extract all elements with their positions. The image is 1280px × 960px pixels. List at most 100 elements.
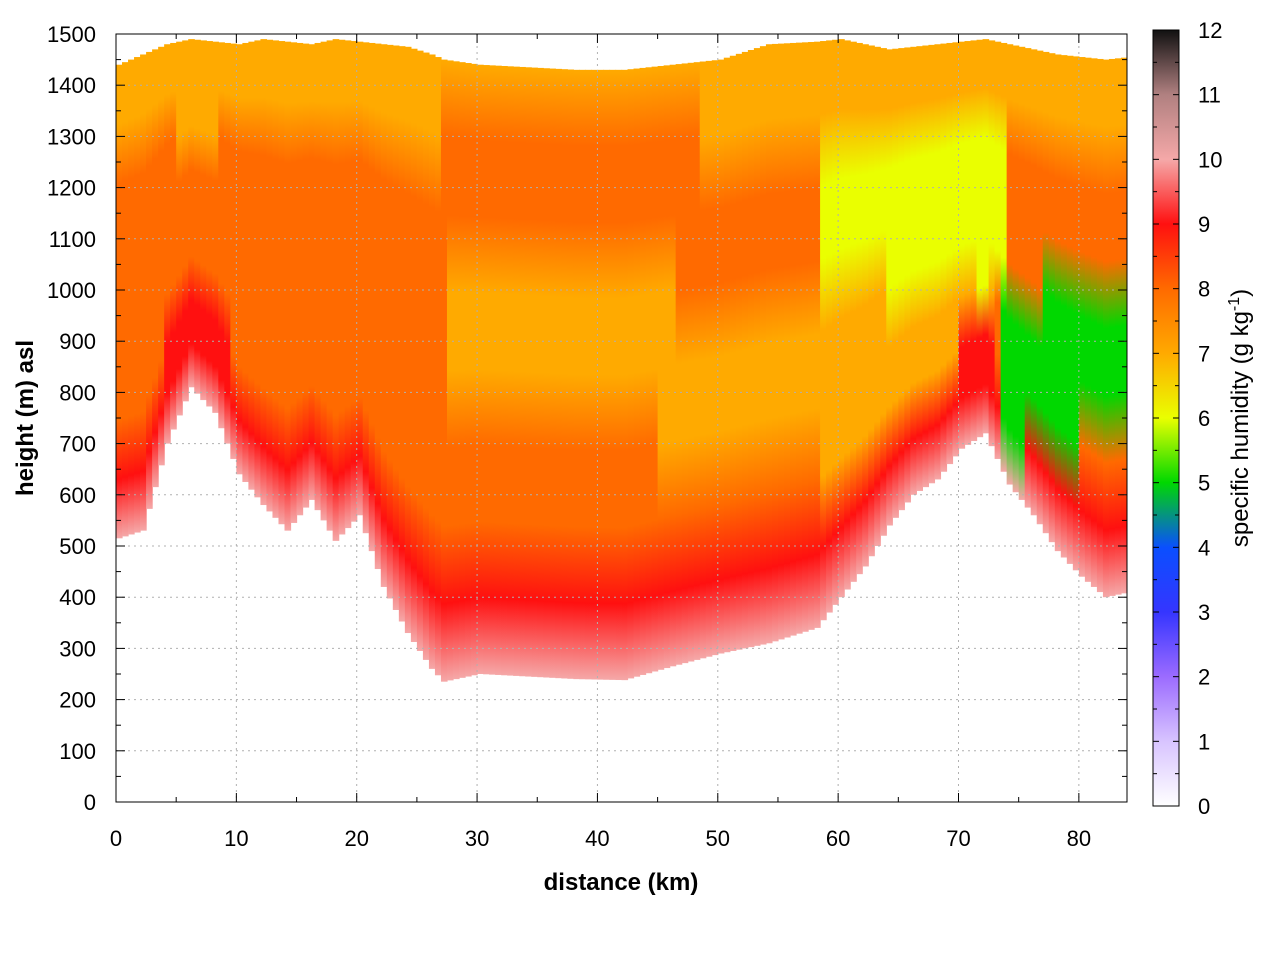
field-column bbox=[567, 69, 574, 679]
field-column bbox=[440, 59, 448, 682]
y-tick-label: 200 bbox=[59, 688, 96, 713]
field-column bbox=[1000, 42, 1008, 472]
field-column bbox=[627, 69, 635, 679]
field-column bbox=[1108, 58, 1116, 596]
field-column bbox=[146, 51, 153, 509]
field-column bbox=[170, 42, 177, 430]
field-column bbox=[862, 44, 869, 567]
field-column bbox=[741, 51, 749, 649]
field-column bbox=[994, 41, 1002, 459]
colorbar-tick-label: 0 bbox=[1198, 794, 1210, 819]
field-column bbox=[735, 53, 743, 650]
x-axis-label: distance (km) bbox=[544, 869, 699, 896]
field-column bbox=[428, 54, 436, 669]
field-column bbox=[880, 48, 887, 536]
field-column bbox=[302, 43, 310, 508]
field-column bbox=[808, 42, 815, 630]
field-column bbox=[555, 68, 562, 679]
field-column bbox=[783, 43, 791, 638]
field-column bbox=[152, 49, 159, 488]
field-column bbox=[434, 57, 442, 676]
field-column bbox=[579, 69, 586, 680]
field-column bbox=[717, 59, 725, 654]
field-column bbox=[705, 60, 713, 657]
colorbar-tick-label: 3 bbox=[1198, 600, 1210, 625]
field-column bbox=[904, 47, 911, 503]
field-column bbox=[326, 40, 334, 531]
field-column bbox=[874, 46, 881, 547]
field-column bbox=[844, 40, 851, 590]
field-column bbox=[753, 48, 761, 646]
field-column bbox=[446, 60, 454, 681]
y-tick-label: 1400 bbox=[47, 73, 96, 98]
field-column bbox=[392, 45, 400, 610]
plot-area: 0 10 20 30 40 50 60 70 8001002003004005006007008… bbox=[47, 22, 1128, 851]
field-column bbox=[1114, 58, 1122, 595]
field-column bbox=[254, 40, 262, 498]
field-column bbox=[543, 68, 550, 678]
field-column bbox=[940, 43, 948, 472]
field-column bbox=[332, 39, 340, 541]
field-column bbox=[868, 45, 875, 557]
y-tick-label: 400 bbox=[59, 585, 96, 610]
y-tick-label: 1100 bbox=[49, 227, 96, 252]
field-column bbox=[200, 40, 207, 401]
field-column bbox=[814, 41, 821, 628]
field-column bbox=[495, 65, 502, 675]
field-column bbox=[1060, 55, 1068, 558]
field-column bbox=[350, 41, 358, 522]
field-column bbox=[928, 44, 936, 484]
field-column bbox=[260, 39, 268, 506]
field-column bbox=[651, 66, 659, 672]
x-tick-label: 0 bbox=[110, 826, 122, 851]
field-column bbox=[477, 64, 484, 675]
field-column bbox=[549, 68, 556, 678]
field-column bbox=[489, 65, 496, 675]
y-tick-label: 300 bbox=[59, 636, 96, 661]
axis-ticks: 0 10 20 30 40 50 60 70 8001002003004005006007008… bbox=[47, 22, 1127, 851]
field-column bbox=[964, 41, 972, 445]
field-column bbox=[1054, 54, 1062, 552]
field-column bbox=[771, 43, 779, 642]
field-column bbox=[134, 57, 141, 533]
field-column bbox=[729, 55, 737, 651]
y-tick-label: 0 bbox=[84, 790, 96, 815]
y-tick-label: 100 bbox=[59, 739, 96, 764]
field-column bbox=[922, 45, 930, 488]
y-tick-label: 800 bbox=[59, 380, 96, 405]
field-column bbox=[657, 66, 665, 670]
field-column bbox=[1102, 59, 1110, 598]
field-column bbox=[615, 69, 623, 681]
field-column bbox=[856, 42, 863, 575]
field-column bbox=[459, 62, 466, 678]
field-column bbox=[747, 50, 755, 648]
field-column bbox=[1048, 53, 1056, 543]
y-tick-label: 1500 bbox=[47, 22, 96, 47]
field-column bbox=[1090, 58, 1098, 587]
field-column bbox=[633, 68, 641, 677]
field-column bbox=[1120, 57, 1127, 594]
field-column bbox=[675, 64, 683, 665]
x-tick-label: 10 bbox=[224, 826, 248, 851]
field-column bbox=[1024, 48, 1032, 508]
field-column bbox=[296, 42, 304, 516]
field-column bbox=[958, 41, 966, 449]
field-column bbox=[368, 42, 376, 552]
field-column bbox=[513, 66, 520, 676]
y-tick-label: 1200 bbox=[47, 176, 96, 201]
field-column bbox=[398, 46, 406, 622]
field-column bbox=[465, 63, 472, 677]
field-column bbox=[982, 39, 990, 434]
field-column bbox=[777, 43, 785, 640]
field-column bbox=[1012, 45, 1020, 493]
field-column bbox=[609, 69, 617, 680]
field-column bbox=[886, 49, 893, 526]
field-column bbox=[790, 42, 797, 636]
field-column bbox=[687, 62, 695, 662]
colorbar-tick-label: 2 bbox=[1198, 665, 1210, 690]
field-column bbox=[711, 60, 719, 656]
humidity-field bbox=[116, 39, 1127, 682]
colorbar-label: specific humidity (g kg-1) bbox=[1226, 289, 1254, 547]
field-column bbox=[988, 40, 996, 447]
x-tick-label: 20 bbox=[344, 826, 368, 851]
